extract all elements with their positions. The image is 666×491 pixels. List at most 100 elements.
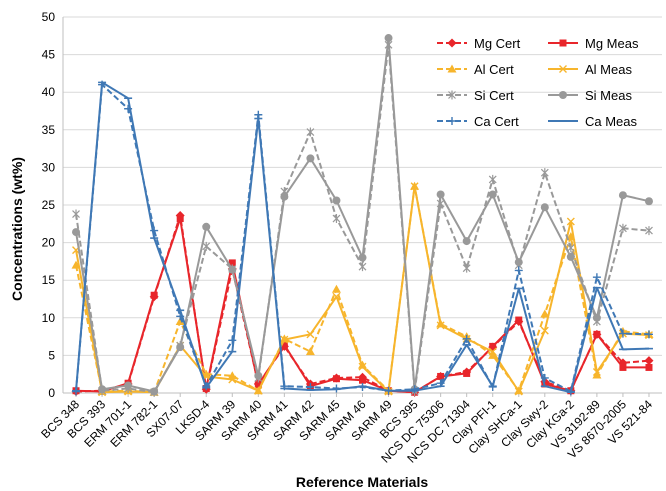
data-point (448, 90, 456, 100)
legend-item: Ca Cert (437, 114, 519, 129)
data-point (592, 313, 601, 322)
series-al-cert (71, 181, 654, 396)
data-point (331, 284, 341, 293)
point-marker (592, 370, 602, 379)
data-point (592, 367, 601, 376)
point-marker (150, 291, 158, 299)
data-point (72, 209, 80, 219)
y-tick-label: 0 (48, 386, 55, 400)
data-point (279, 334, 289, 343)
data-point (644, 330, 653, 339)
data-point (462, 334, 471, 343)
data-point (359, 376, 366, 384)
data-point (202, 222, 211, 231)
point-marker (228, 375, 237, 384)
data-point (514, 387, 523, 396)
x-axis-title: Reference Materials (296, 474, 429, 490)
data-point (176, 343, 185, 352)
point-marker (515, 316, 523, 324)
point-marker (72, 228, 81, 237)
legend-label: Si Meas (585, 88, 632, 103)
point-marker (279, 334, 289, 343)
point-marker (254, 386, 263, 395)
y-tick-label: 35 (42, 123, 56, 137)
data-point (619, 223, 627, 233)
point-marker (566, 217, 575, 226)
y-tick-label: 30 (42, 160, 56, 174)
point-marker (332, 292, 341, 301)
data-point (559, 91, 567, 99)
data-point (228, 375, 237, 384)
point-marker (488, 347, 497, 356)
data-point (410, 182, 419, 191)
point-marker (358, 262, 367, 272)
point-marker (566, 252, 575, 261)
data-point (618, 191, 627, 200)
data-point (566, 243, 575, 253)
point-marker (540, 203, 549, 212)
legend-item: Si Meas (548, 88, 632, 103)
legend-item: Al Meas (548, 62, 632, 77)
series-line (75, 81, 650, 394)
data-point (645, 363, 653, 371)
data-point (566, 252, 575, 261)
point-marker (359, 376, 366, 384)
data-point (202, 241, 211, 251)
data-point (540, 168, 549, 178)
point-marker (644, 197, 653, 206)
point-marker (514, 266, 523, 275)
point-marker (619, 363, 627, 371)
y-tick-label: 10 (42, 311, 56, 325)
point-marker (447, 64, 457, 73)
point-marker (462, 334, 471, 343)
point-marker (619, 223, 627, 233)
data-point (540, 309, 550, 318)
data-point (254, 381, 262, 389)
point-marker (176, 343, 185, 352)
point-marker (358, 362, 367, 371)
data-point (463, 369, 471, 377)
data-point (592, 370, 602, 379)
legend-item: Mg Meas (548, 36, 639, 51)
point-marker (540, 309, 550, 318)
y-tick-label: 50 (42, 10, 56, 24)
data-point (124, 381, 133, 390)
point-marker (175, 317, 185, 326)
point-marker (540, 326, 549, 335)
data-point (437, 372, 445, 380)
point-marker (540, 168, 549, 178)
data-point (645, 226, 653, 236)
data-point (488, 174, 497, 184)
point-marker (72, 209, 80, 219)
point-marker (592, 313, 601, 322)
point-marker (332, 375, 340, 383)
data-point (448, 117, 456, 125)
point-marker (306, 127, 315, 137)
legend-item: Al Cert (437, 62, 514, 77)
point-marker (566, 243, 575, 253)
point-marker (559, 65, 567, 73)
point-marker (254, 381, 262, 389)
data-point (462, 237, 471, 246)
point-marker (488, 190, 497, 199)
data-point (358, 362, 367, 371)
y-tick-label: 15 (42, 273, 56, 287)
data-point (358, 262, 367, 272)
data-point (384, 34, 393, 43)
data-point (280, 335, 289, 344)
y-tick-label: 40 (42, 85, 56, 99)
data-point (644, 356, 654, 366)
data-point (228, 265, 237, 274)
point-marker (514, 387, 523, 396)
legend-label: Ca Meas (585, 114, 638, 129)
legend-label: Al Meas (585, 62, 632, 77)
point-marker (462, 237, 471, 246)
gridlines (63, 16, 662, 394)
data-point (306, 154, 315, 163)
point-marker (489, 342, 497, 350)
point-marker (462, 263, 471, 273)
point-marker (176, 215, 184, 223)
data-point (150, 291, 158, 299)
y-tick-label: 45 (42, 48, 56, 62)
